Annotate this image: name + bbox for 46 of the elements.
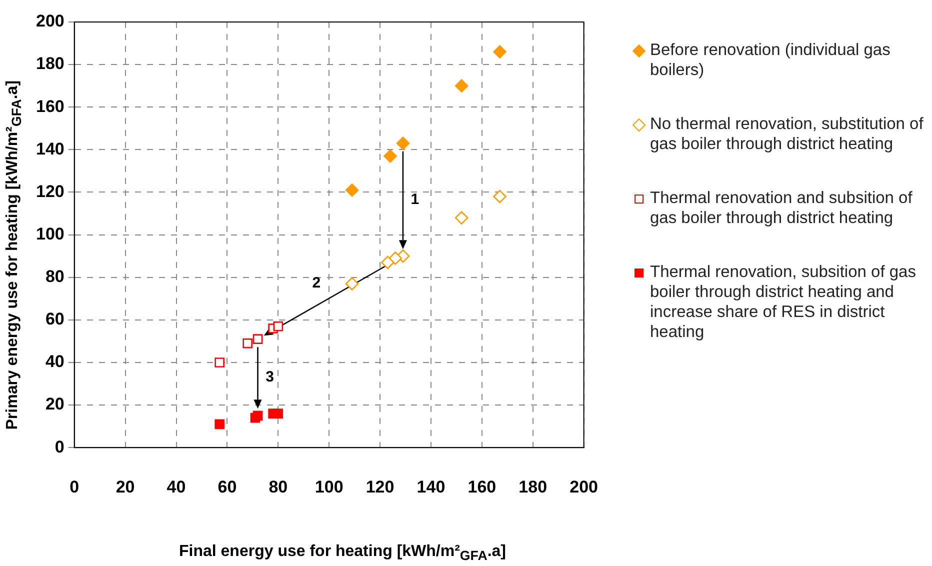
- annotation: 3: [266, 368, 274, 386]
- y-tick-label: 180: [36, 54, 64, 74]
- x-tick-label: 60: [218, 477, 237, 496]
- point: [214, 419, 224, 430]
- x-tick-label: 100: [314, 477, 344, 496]
- legend-label: Thermal renovation and subsition of gas boiler through district heating: [650, 188, 914, 228]
- point: [252, 334, 263, 344]
- x-tick-label: 200: [570, 477, 598, 496]
- x-tick-label: 20: [116, 477, 135, 496]
- y-tick-label: 200: [36, 12, 64, 31]
- x-tick-label: 40: [166, 477, 186, 496]
- legend-label: No thermal renovation, substitution of gas boiler through district heating: [650, 114, 924, 154]
- x-tick-label: 160: [468, 477, 496, 496]
- point: [214, 358, 224, 368]
- y-tick-label: 20: [45, 394, 64, 414]
- y-tick-label: 120: [36, 182, 64, 201]
- point: [381, 256, 394, 270]
- point: [273, 408, 284, 418]
- y-tick-label: 40: [45, 352, 64, 372]
- x-tick-label: 120: [366, 477, 394, 496]
- point: [250, 412, 260, 423]
- y-tick-label: 160: [36, 96, 64, 116]
- point: [273, 321, 284, 332]
- x-tick-label: 180: [518, 477, 548, 496]
- point: [384, 149, 397, 163]
- legend-label: Before renovation (individual gas boilers): [650, 40, 892, 80]
- point: [493, 190, 506, 204]
- y-tick-label: 100: [36, 224, 64, 244]
- legend-label: Thermal renovation, subsition of gas boiler through district heating and increase share of RES in district heating: [650, 262, 917, 342]
- point: [345, 277, 359, 290]
- y-tick-label: 140: [36, 139, 64, 158]
- point: [396, 136, 410, 150]
- x-tick-label: 0: [70, 477, 80, 496]
- y-tick-label: 80: [45, 267, 64, 286]
- point: [454, 79, 468, 92]
- annotation: 1: [410, 190, 420, 208]
- x-tick-label: 140: [416, 477, 446, 496]
- y-tick-label: 0: [54, 437, 64, 456]
- point: [493, 45, 506, 58]
- point: [454, 211, 468, 224]
- annotation: 2: [312, 274, 321, 292]
- x-tick-label: 80: [268, 477, 288, 496]
- point: [242, 338, 252, 348]
- point: [345, 183, 359, 197]
- x-axis-title: Final energy use for heating [kWh/m²$_{GFA}$.a]: [178, 543, 507, 564]
- y-tick-label: 60: [45, 310, 64, 329]
